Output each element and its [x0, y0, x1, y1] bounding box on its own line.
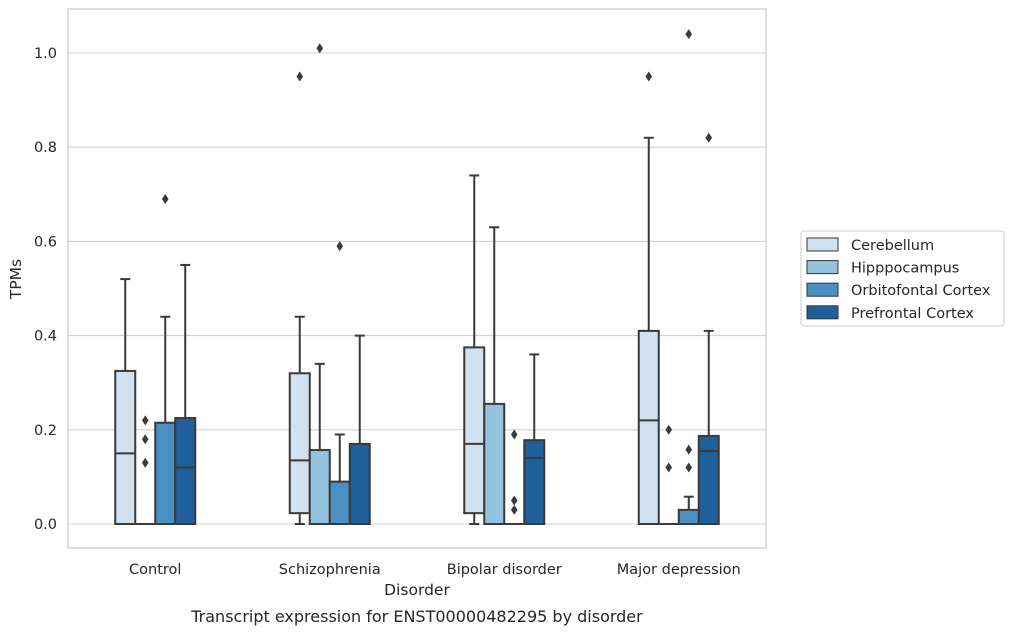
outlier-point [511, 505, 518, 515]
box-group [639, 72, 659, 524]
box-group [330, 241, 350, 524]
y-tick-label: 0.0 [34, 517, 57, 533]
outlier-point [316, 43, 323, 53]
legend-label: Cerebellum [851, 238, 934, 254]
outlier-point [685, 462, 692, 472]
box-group [290, 72, 310, 524]
box-group [310, 43, 330, 524]
legend-swatch [807, 261, 838, 274]
box [350, 444, 370, 524]
box-group [175, 265, 195, 524]
outlier-point [645, 72, 652, 82]
outlier-point [665, 462, 672, 472]
box-group [115, 279, 135, 524]
y-tick-label: 0.4 [34, 329, 57, 345]
y-tick-label: 0.6 [34, 234, 57, 250]
box-group [155, 194, 175, 524]
box [679, 510, 699, 524]
outlier-point [336, 241, 343, 251]
x-axis-label: Disorder [384, 581, 450, 599]
boxes [115, 29, 719, 524]
box-group [524, 354, 544, 524]
box [115, 371, 135, 524]
y-tick-label: 0.2 [34, 423, 57, 439]
legend-label: Hipppocampus [851, 261, 959, 277]
outlier-point [296, 72, 303, 82]
box-group [464, 175, 484, 524]
legend-label: Orbitofontal Cortex [851, 283, 991, 299]
box [330, 482, 350, 524]
outlier-point [665, 425, 672, 435]
box-group [135, 415, 155, 524]
box [155, 423, 175, 524]
box-group [484, 227, 504, 524]
y-axis-label: TPMs [7, 259, 25, 300]
y-tick-label: 1.0 [34, 46, 57, 62]
box [310, 450, 330, 524]
x-tick-label: Schizophrenia [279, 562, 381, 578]
y-tick-labels: 0.0 0.2 0.4 0.6 0.8 1.0 [34, 46, 57, 533]
x-tick-labels: Control Schizophrenia Bipolar disorder Majo… [129, 562, 741, 578]
box-group [504, 430, 524, 525]
outlier-point [685, 445, 692, 455]
outlier-point [685, 29, 692, 39]
box-group [679, 29, 699, 524]
box [290, 373, 310, 513]
outlier-point [511, 430, 518, 440]
outlier-point [142, 458, 149, 468]
outlier-point [142, 434, 149, 444]
outlier-point [162, 194, 169, 204]
x-tick-label: Control [129, 562, 181, 578]
x-tick-label: Bipolar disorder [447, 562, 562, 578]
legend-swatch [807, 238, 838, 251]
y-tick-label: 0.8 [34, 140, 57, 156]
legend-swatch [807, 283, 838, 296]
box [524, 440, 544, 524]
legend: Cerebellum Hipppocampus Orbitofontal Corte… [801, 231, 1004, 326]
box [464, 347, 484, 513]
outlier-point [705, 133, 712, 143]
x-tick-label: Major depression [617, 562, 741, 578]
box [175, 418, 195, 524]
chart-caption: Transcript expression for ENST0000048229… [190, 607, 643, 626]
box [699, 436, 719, 524]
outlier-point [511, 495, 518, 505]
outlier-point [142, 415, 149, 425]
box-group [659, 425, 679, 524]
box-group [699, 133, 719, 524]
box [639, 331, 659, 524]
box [484, 404, 504, 524]
legend-label: Prefrontal Cortex [851, 306, 974, 322]
legend-swatch [807, 306, 838, 319]
